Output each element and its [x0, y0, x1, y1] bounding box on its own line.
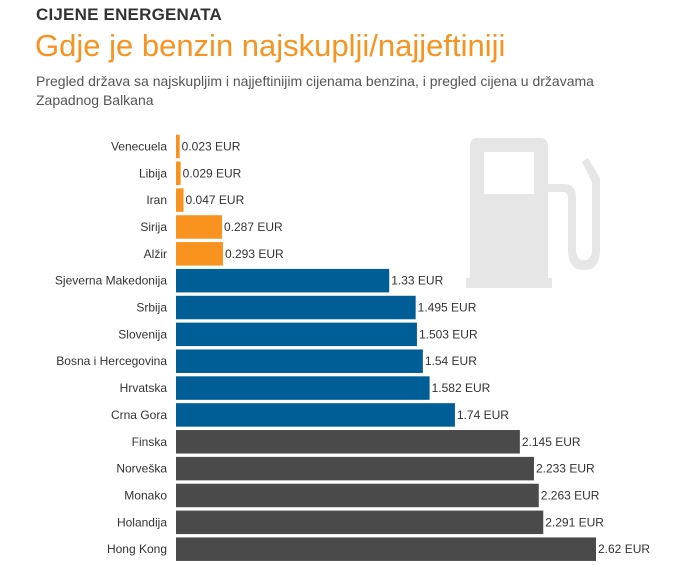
category-label: Slovenija	[118, 327, 167, 341]
bar	[176, 322, 417, 347]
category-label: Hong Kong	[107, 542, 167, 556]
bar	[176, 510, 544, 535]
bar	[176, 349, 423, 373]
bar	[176, 215, 223, 239]
bar	[176, 456, 534, 481]
bar	[176, 295, 416, 320]
bar	[176, 430, 520, 454]
category-label: Venecuela	[111, 139, 167, 153]
bar	[176, 483, 539, 508]
category-label: Sirija	[140, 220, 167, 234]
bar	[176, 403, 455, 427]
category-label: Libija	[139, 166, 167, 180]
chart-kicker: CIJENE ENERGENATA	[36, 5, 223, 24]
value-label: 2.233 EUR	[536, 462, 595, 476]
bar	[176, 161, 181, 186]
category-label: Bosna i Hercegovina	[56, 354, 167, 368]
value-label: 0.287 EUR	[224, 220, 283, 234]
category-label: Srbija	[136, 301, 167, 315]
value-label: 1.503 EUR	[419, 327, 478, 341]
value-label: 0.023 EUR	[182, 139, 241, 153]
category-label: Hrvatska	[120, 381, 168, 395]
value-label: 1.495 EUR	[418, 301, 477, 315]
bar	[176, 537, 596, 561]
bar	[176, 376, 430, 400]
bar	[176, 134, 180, 159]
value-label: 2.145 EUR	[522, 435, 581, 449]
category-label: Monako	[124, 488, 167, 502]
bar	[176, 268, 390, 293]
category-label: Sjeverna Makedonija	[55, 274, 167, 288]
chart-title: Gdje je benzin najskuplji/najjeftiniji	[35, 28, 506, 63]
bar	[176, 188, 184, 212]
value-label: 1.54 EUR	[425, 354, 477, 368]
value-label: 1.74 EUR	[457, 408, 509, 422]
category-label: Alžir	[144, 247, 167, 261]
category-label: Norveška	[116, 462, 167, 476]
value-label: 2.291 EUR	[545, 515, 604, 529]
value-label: 1.33 EUR	[391, 274, 443, 288]
chart-subtitle: Pregled država sa najskupljim i najjefti…	[36, 73, 594, 108]
value-label: 2.263 EUR	[541, 488, 600, 502]
bar	[176, 242, 223, 266]
value-label: 0.047 EUR	[186, 193, 245, 207]
value-label: 0.029 EUR	[183, 166, 242, 180]
category-label: Crna Gora	[111, 408, 167, 422]
value-label: 2.62 EUR	[598, 542, 650, 556]
category-label: Holandija	[117, 515, 167, 529]
value-label: 1.582 EUR	[432, 381, 491, 395]
category-label: Finska	[132, 435, 168, 449]
fuel-pump-icon	[466, 138, 600, 288]
value-label: 0.293 EUR	[225, 247, 284, 261]
category-label: Iran	[146, 193, 167, 207]
